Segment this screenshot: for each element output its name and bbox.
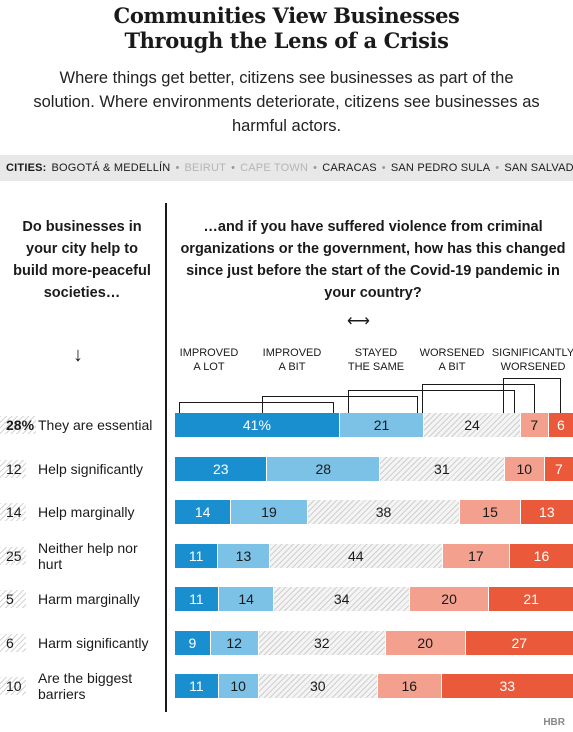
double-arrow-icon: ⟷	[347, 313, 370, 330]
bar-segment: 11	[175, 543, 219, 568]
bar-segment: 16	[509, 543, 573, 568]
series-label: STAYED THE SAME	[347, 347, 405, 373]
city-separator: •	[175, 162, 180, 174]
leader-line	[503, 378, 561, 413]
category-share: 5	[6, 591, 14, 607]
share-hatch	[0, 590, 26, 608]
share-hatch	[0, 633, 26, 652]
bar-segment: 7	[520, 413, 549, 437]
category-share: 12	[6, 460, 22, 477]
bar-segment: 33	[441, 674, 573, 698]
title-line-1: Communities View Businesses	[113, 3, 460, 28]
bar-segment: 19	[231, 500, 308, 524]
stacked-bar: 23 28 31 10 7	[175, 456, 573, 481]
series-label: SIGNIFICANTLY WORSENED	[491, 347, 573, 373]
title-line-2: Through the Lens of a Crisis	[124, 28, 449, 53]
chart-title: Communities View Businesses Through the …	[0, 3, 573, 53]
category-label: Help significantly	[38, 460, 144, 477]
bar-segment: 16	[377, 674, 442, 698]
stacked-bar: 14 19 38 15 13	[175, 500, 573, 524]
left-question: Do businesses in your city help to build…	[13, 219, 151, 301]
bar-segment: 20	[409, 587, 490, 611]
share-hatch	[0, 503, 26, 521]
chart-subtitle: Where things get better, citizens see bu…	[33, 69, 540, 135]
share-hatch	[0, 416, 36, 434]
city-item: CARACAS	[322, 162, 377, 174]
stacked-bar: 11 10 30 16 33	[175, 674, 573, 698]
category-label: Harm significantly	[38, 634, 149, 651]
category-share: 6	[6, 634, 14, 651]
bar-segment: 23	[175, 456, 268, 481]
bar-segment: 27	[465, 630, 573, 655]
bar-segment: 15	[460, 500, 521, 524]
bar-segment: 7	[544, 456, 573, 481]
category-share: 14	[6, 504, 22, 520]
stacked-bar: 41% 21 24 7 6	[175, 413, 573, 437]
category-label: Are the biggest barriers	[38, 670, 133, 702]
category-label: Harm marginally	[38, 591, 140, 607]
bar-segment: 38	[307, 500, 461, 524]
divider-line	[165, 203, 167, 712]
leader-line	[348, 390, 515, 413]
city-item: SAN SALVADOR	[504, 162, 573, 174]
city-separator: •	[313, 162, 318, 174]
city-item: SAN PEDRO SULA	[390, 162, 491, 174]
bar-segment: 34	[274, 587, 410, 611]
bar-segment: 9	[175, 630, 211, 655]
bar-segment: 21	[489, 587, 573, 611]
stacked-bar: 11 14 34 20 21	[175, 587, 573, 611]
bar-segment: 31	[380, 456, 505, 481]
series-label: WORSENED A BIT	[419, 347, 485, 373]
category-label: Help marginally	[38, 504, 135, 520]
leader-line	[262, 396, 419, 413]
bar-segment: 44	[269, 543, 443, 568]
bar-segment: 17	[442, 543, 510, 568]
share-hatch	[0, 546, 26, 565]
series-label: IMPROVED A LOT	[179, 347, 239, 373]
city-item: CAPE TOWN	[240, 162, 309, 174]
bar-segment: 6	[548, 413, 573, 437]
city-item: BOGOTÁ & MEDELLÍN	[51, 162, 171, 174]
cities-strip: CITIES: BOGOTÁ & MEDELLÍN • BEIRUT • CAPE TO…	[0, 155, 573, 181]
cities-label: CITIES:	[6, 162, 47, 174]
bar-segment: 21	[339, 413, 425, 437]
bar-segment: 20	[385, 630, 466, 655]
bar-segment: 28	[267, 456, 381, 481]
city-separator: •	[231, 162, 236, 174]
bar-segment: 24	[424, 413, 521, 437]
bar-segment: 13	[520, 500, 573, 524]
city-list: BOGOTÁ & MEDELLÍN • BEIRUT • CAPE TOWN • CARAC…	[52, 162, 573, 174]
bar-segment: 13	[218, 543, 270, 568]
category-share: 10	[6, 678, 22, 694]
down-arrow-icon: ↓	[73, 344, 83, 366]
category-share: 25	[6, 547, 22, 564]
bar-segment: 10	[218, 674, 259, 698]
bar-segment: 11	[175, 587, 219, 611]
hbr-logo: HBR	[543, 717, 565, 728]
leader-line	[422, 384, 535, 413]
share-hatch	[0, 677, 26, 695]
category-label: Neither help nor hurt	[38, 539, 138, 572]
series-label: IMPROVED A BIT	[262, 347, 322, 373]
bar-segment: 32	[258, 630, 386, 655]
right-question: …and if you have suffered violence from …	[180, 219, 566, 301]
bar-segment: 10	[504, 456, 545, 481]
category-share: 28%	[6, 417, 35, 433]
stacked-bar: 9 12 32 20 27	[175, 630, 573, 655]
bar-segment: 30	[258, 674, 378, 698]
city-item: BEIRUT	[184, 162, 227, 174]
bar-segment: 11	[175, 674, 219, 698]
bar-segment: 12	[210, 630, 259, 655]
city-separator: •	[495, 162, 500, 174]
city-separator: •	[381, 162, 386, 174]
stacked-bar: 11 13 44 17 16	[175, 543, 573, 568]
bar-segment: 14	[218, 587, 275, 611]
bar-segment: 41%	[175, 413, 340, 437]
share-hatch	[0, 459, 26, 478]
bar-segment: 14	[175, 500, 232, 524]
leader-line	[179, 402, 334, 413]
category-label: They are essential	[38, 417, 153, 433]
